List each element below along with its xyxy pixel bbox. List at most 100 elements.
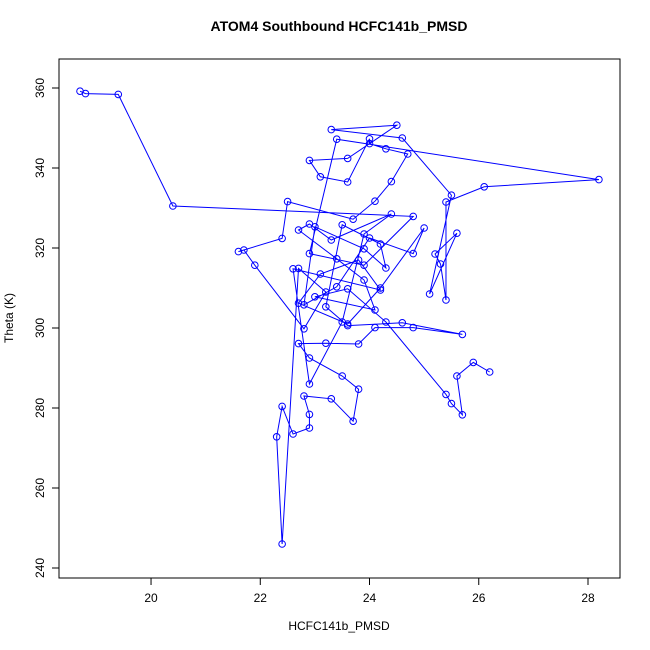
data-point <box>360 230 368 238</box>
x-tick-label: 26 <box>472 591 486 605</box>
data-point <box>289 430 297 438</box>
data-point <box>398 134 407 142</box>
data-point <box>376 240 385 248</box>
y-tick-label: 340 <box>33 158 47 178</box>
data-point <box>305 410 314 419</box>
data-point <box>327 125 336 134</box>
data-point <box>469 358 478 367</box>
y-tick-label: 300 <box>33 318 47 338</box>
data-point <box>360 245 368 253</box>
data-point <box>332 135 341 143</box>
data-point <box>458 330 467 339</box>
data-point <box>420 224 428 232</box>
x-tick-label: 28 <box>581 591 595 605</box>
data-point <box>398 319 407 327</box>
data-point <box>442 296 450 304</box>
data-point <box>289 265 297 273</box>
data-point <box>322 303 330 311</box>
y-tick-label: 240 <box>33 558 47 578</box>
data-point <box>447 399 456 408</box>
data-point <box>305 424 314 432</box>
data-point <box>382 264 390 272</box>
data-point <box>436 260 445 268</box>
data-point <box>311 293 319 301</box>
data-point <box>332 254 341 263</box>
data-point <box>305 220 314 228</box>
data-point <box>278 234 286 243</box>
data-point <box>349 215 357 223</box>
data-point <box>425 290 434 298</box>
data-point <box>272 433 281 441</box>
data-point <box>305 156 314 165</box>
data-point <box>322 288 330 296</box>
data-point <box>442 198 450 206</box>
data-point <box>480 183 489 191</box>
data-point <box>387 177 396 186</box>
data-point <box>300 392 308 400</box>
data-point <box>327 395 336 403</box>
data-point <box>349 417 357 426</box>
data-point <box>114 90 123 99</box>
data-point <box>343 320 352 328</box>
data-point <box>376 286 385 294</box>
data-point <box>409 249 418 258</box>
data-point <box>343 285 352 293</box>
data-point <box>343 154 352 163</box>
data-point <box>316 173 325 181</box>
chart-title: ATOM4 Southbound HCFC141b_PMSD <box>211 18 468 34</box>
data-point <box>431 250 439 258</box>
data-point <box>300 301 308 309</box>
data-point <box>278 540 286 548</box>
data-point <box>371 323 379 332</box>
data-point <box>300 325 308 333</box>
data-point <box>338 372 347 380</box>
data-point <box>382 318 390 326</box>
data-point <box>458 411 467 419</box>
data-point <box>251 261 259 270</box>
data-point <box>382 145 390 153</box>
data-point <box>387 210 396 218</box>
data-line <box>79 90 599 545</box>
data-point <box>447 191 456 199</box>
data-point <box>393 121 401 129</box>
y-tick-label: 260 <box>33 478 47 498</box>
data-point <box>294 299 303 308</box>
data-point <box>409 323 418 332</box>
data-point <box>453 229 461 237</box>
data-point <box>305 380 314 388</box>
data-point <box>442 390 450 399</box>
y-tick-label: 280 <box>33 398 47 418</box>
data-point <box>294 339 303 348</box>
data-point <box>403 150 412 158</box>
data-point <box>305 354 314 362</box>
data-point <box>343 178 352 186</box>
data-point <box>365 135 374 143</box>
data-point <box>485 368 494 376</box>
data-point <box>234 247 243 256</box>
data-point <box>278 402 286 411</box>
data-point <box>327 236 336 244</box>
data-point <box>354 385 363 394</box>
data-point <box>354 340 363 348</box>
data-point <box>332 283 341 291</box>
data-point <box>294 264 303 273</box>
y-tick-label: 320 <box>33 238 47 258</box>
y-axis-label: Theta (K) <box>2 293 16 343</box>
data-point <box>409 212 418 221</box>
x-tick-label: 22 <box>254 591 268 605</box>
data-point <box>376 284 385 292</box>
data-point <box>240 246 248 254</box>
data-point <box>371 197 379 205</box>
data-point <box>360 276 368 284</box>
data-point <box>322 339 330 348</box>
data-point <box>595 175 603 184</box>
data-point <box>305 249 314 258</box>
data-point <box>365 139 374 148</box>
data-point <box>371 306 379 314</box>
y-tick-label: 360 <box>33 78 47 98</box>
data-point <box>453 372 461 380</box>
data-point <box>81 89 90 98</box>
data-point <box>338 221 347 229</box>
x-axis-label: HCFC141b_PMSD <box>288 619 390 633</box>
